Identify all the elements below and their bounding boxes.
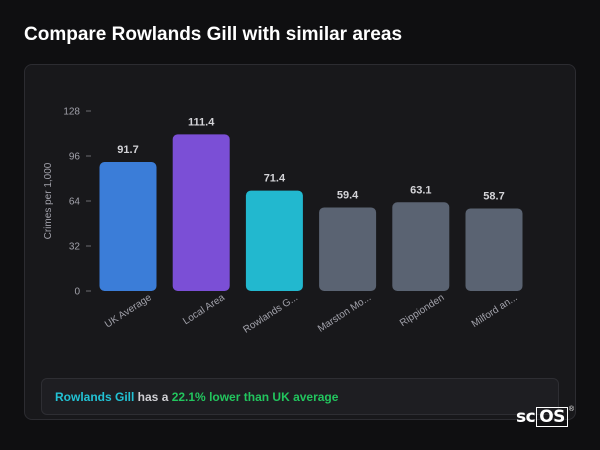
bar-value-label: 63.1 [410,184,431,196]
registered-mark: ® [568,406,575,413]
x-tick-label: UK Average [103,292,154,330]
logo-prefix: sc [516,407,536,427]
y-tick-label: 0 [74,287,80,298]
bar [465,208,523,291]
bar-value-label: 111.4 [188,116,215,128]
y-axis-label: Crimes per 1,000 [43,162,54,239]
bar [392,202,450,291]
bar [245,190,303,291]
page-title: Compare Rowlands Gill with similar areas [24,24,403,45]
x-tick-label: Rippionden [398,292,446,329]
bar [172,134,230,291]
summary-difference: 22.1% lower than UK average [171,389,339,404]
bar [319,207,377,291]
scos-logo: sc OS ® [516,406,575,427]
comparison-card: Crimes per 1,000 0 32 64 96 128 91.7 UK Average… [24,64,576,420]
y-tick-label: 64 [69,197,81,208]
x-tick-label: Milford an... [470,292,520,330]
x-tick-label: Marston Mo... [316,292,373,335]
summary-area-name: Rowlands Gill [55,389,135,404]
bar-value-label: 71.4 [264,173,286,185]
summary-panel: Rowlands Gill has a 22.1% lower than UK … [41,378,559,415]
y-tick-label: 32 [69,242,81,253]
logo-boxed: OS [536,407,568,427]
x-tick-label: Local Area [181,292,227,327]
summary-text: has a [134,389,172,404]
logo-text: sc OS [516,407,568,427]
y-tick-label: 96 [69,152,81,163]
bar [99,162,157,291]
crime-comparison-chart: Crimes per 1,000 0 32 64 96 128 91.7 UK Average… [43,107,523,336]
bar-value-label: 58.7 [483,190,504,202]
x-tick-label: Rowlands G... [241,292,300,335]
bar-value-label: 59.4 [337,189,359,201]
bar-value-label: 91.7 [117,144,138,156]
y-tick-label: 128 [63,107,80,118]
